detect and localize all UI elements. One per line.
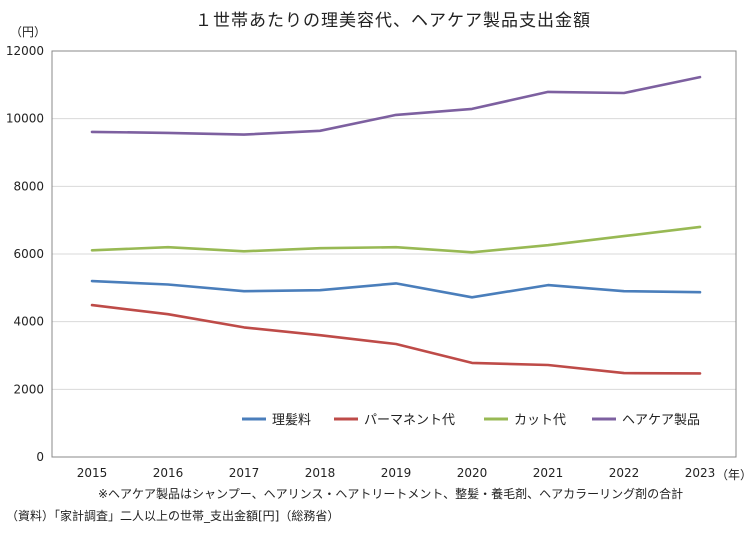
legend-label-1: 理髪料 <box>272 413 311 428</box>
x-tick-label-2016: 2016 <box>153 466 184 480</box>
x-tick-label-2018: 2018 <box>305 466 336 480</box>
y-axis-unit-label: （円） <box>10 25 46 39</box>
x-tick-label-2023: 2023 <box>685 466 716 480</box>
x-tick-label-2015: 2015 <box>77 466 108 480</box>
y-tick-label-0: 0 <box>36 450 44 464</box>
footnote-text: ※ヘアケア製品はシャンプー、ヘアリンス・ヘアトリートメント、整髪・養毛剤、ヘアカ… <box>98 486 683 501</box>
y-axis-ticks: 0 2000 4000 6000 8000 10000 12000 <box>6 44 44 464</box>
source-text: （資料）「家計調査」二人以上の世帯_支出金額[円]（総務省） <box>6 508 339 523</box>
series-lines <box>90 75 702 375</box>
y-tick-label-12000: 12000 <box>6 44 44 58</box>
plot-area-frame <box>51 50 737 458</box>
y-tick-label-10000: 10000 <box>6 112 44 126</box>
x-tick-label-2017: 2017 <box>229 466 260 480</box>
x-tick-label-2019: 2019 <box>381 466 412 480</box>
series-line-3 <box>90 225 702 254</box>
x-tick-label-2022: 2022 <box>609 466 640 480</box>
gridlines <box>52 118 736 390</box>
chart-title: １世帯あたりの理美容代、ヘアケア製品支出金額 <box>195 11 591 31</box>
x-axis-ticks: 2015 2016 2017 2018 2019 2020 2021 2022 2023 <box>77 466 716 480</box>
series-line-4 <box>90 75 702 136</box>
y-tick-label-6000: 6000 <box>13 247 44 261</box>
y-tick-label-8000: 8000 <box>13 179 44 193</box>
x-tick-label-2020: 2020 <box>457 466 488 480</box>
legend-label-2: パーマネント代 <box>364 413 455 428</box>
series-line-2 <box>90 303 702 375</box>
legend-label-3: カット代 <box>514 413 566 428</box>
x-tick-label-2021: 2021 <box>533 466 564 480</box>
series-line-1 <box>90 279 702 299</box>
legend-label-4: ヘアケア製品 <box>622 413 700 428</box>
x-axis-unit-label: （年） <box>716 468 752 482</box>
legend: 理髪料 パーマネント代 カット代 ヘアケア製品 <box>242 413 700 428</box>
y-tick-label-2000: 2000 <box>13 382 44 396</box>
y-tick-label-4000: 4000 <box>13 315 44 329</box>
